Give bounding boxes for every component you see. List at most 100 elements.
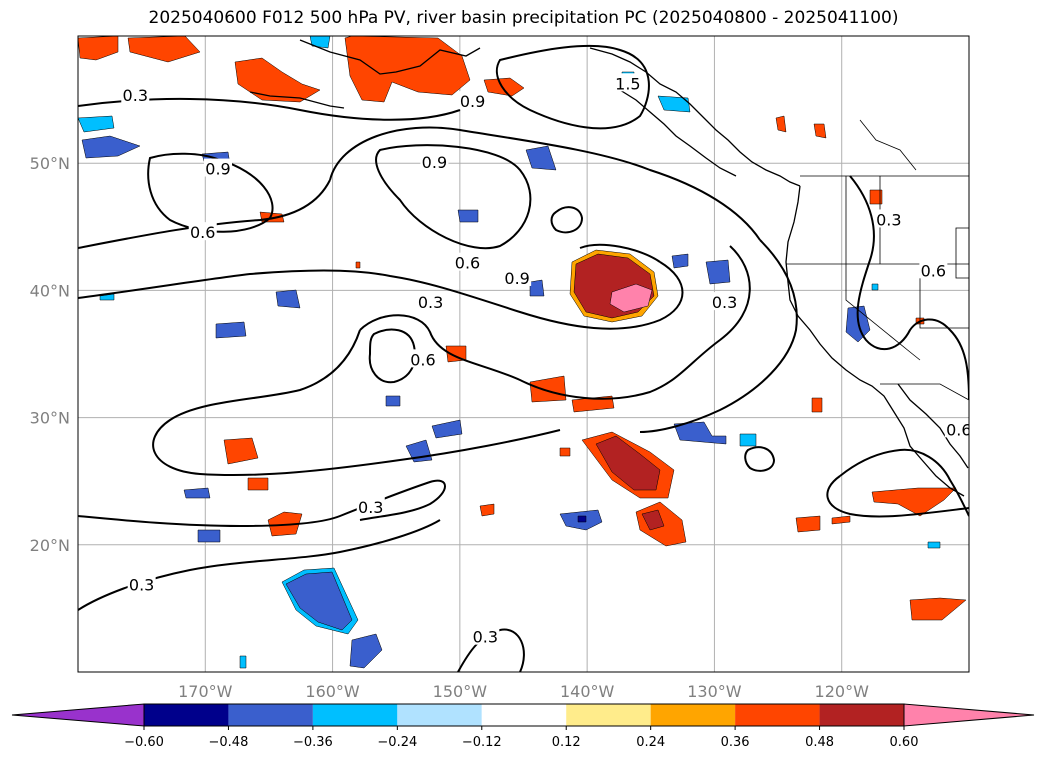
contour-label-bg: [471, 626, 500, 645]
colorbar-tick-label: −0.60: [124, 735, 164, 750]
positive-patch: [871, 487, 957, 517]
colorbar-tick-label: 0.12: [552, 735, 581, 750]
lon-label: 170°W: [178, 682, 233, 701]
positive-patch: [234, 57, 321, 103]
contour-label: 0.9: [460, 92, 485, 111]
positive-patch: [479, 503, 495, 517]
contour-label-bg: [613, 73, 642, 92]
contour-label: 0.9: [422, 153, 447, 172]
negative-patch: [871, 283, 879, 291]
map-frame: [77, 35, 970, 673]
colorbar-tick-label: −0.24: [377, 735, 417, 750]
longitude-labels: 170°W 160°W 150°W 140°W 130°W 120°W: [178, 682, 869, 701]
contour-label: 0.3: [473, 628, 498, 647]
lon-label: 130°W: [687, 682, 742, 701]
colorbar-extend-low: [11, 703, 145, 727]
lat-label: 20°N: [30, 536, 70, 555]
contour-label-bg: [503, 267, 532, 286]
pv-contours: [78, 44, 969, 672]
lon-label: 140°W: [560, 682, 615, 701]
contour-label: 0.3: [129, 576, 154, 595]
contour-label: 0.6: [190, 223, 215, 242]
negative-patch: [657, 95, 691, 113]
colorbar-tick-label: −0.12: [462, 735, 502, 750]
negative-patch: [78, 115, 115, 133]
lon-label: 120°W: [815, 682, 870, 701]
map-title: 2025040600 F012 500 hPa PV, river basin …: [148, 8, 899, 28]
positive-patch: [571, 395, 615, 413]
negative-patch: [385, 395, 401, 407]
negative-patch: [671, 253, 689, 269]
colorbar-tick-label: −0.36: [293, 735, 333, 750]
positive-patch: [775, 115, 787, 133]
contour-label: 0.3: [712, 293, 737, 312]
colorbar-tick-label: 0.36: [721, 735, 750, 750]
negative-patch: [739, 433, 757, 447]
positive-patch: [559, 447, 571, 457]
colorbar-segment: [228, 704, 313, 726]
positive-patch: [813, 123, 827, 139]
lat-label: 30°N: [30, 409, 70, 428]
colorbar-tick-label: 0.24: [636, 735, 665, 750]
positive-patch: [529, 375, 567, 403]
negative-patch: [197, 529, 221, 543]
negative-patch: [183, 487, 211, 499]
positive-patch: [483, 77, 525, 97]
lat-label: 50°N: [30, 154, 70, 173]
negative-patch: [81, 135, 141, 159]
colorbar-tick-labels: −0.60 −0.48 −0.36 −0.24 −0.12 0.12 0.24 0.36 0.4…: [124, 726, 918, 750]
contour-label-bg: [121, 84, 150, 103]
negative-patch: [239, 655, 247, 669]
contour-label: 0.3: [358, 498, 383, 517]
negative-patch: [285, 571, 353, 631]
colorbar-tick-label: 0.60: [890, 735, 919, 750]
contour-label-bg: [420, 152, 449, 171]
positive-patch: [869, 189, 883, 205]
lon-label: 150°W: [433, 682, 488, 701]
contour-label: 1.5: [615, 74, 640, 93]
contour-label-bg: [874, 209, 903, 228]
contour-label-bg: [710, 292, 739, 311]
colorbar-segment: [650, 704, 736, 726]
contour-label-bg: [356, 496, 385, 515]
positive-core: [595, 435, 661, 491]
negative-patch: [275, 289, 301, 309]
colorbar-tick-label: 0.48: [805, 735, 834, 750]
positive-patch: [831, 515, 851, 525]
negative-patch: [309, 36, 331, 49]
contour-labels: 0.3 0.9 0.9 0.9 1.5 0.6 0.6 0.9 0.3 0.3 0.3 0.6 0.6 0…: [121, 73, 969, 647]
contour-label: 0.6: [455, 254, 480, 273]
colorbar-tick-label: −0.48: [209, 735, 249, 750]
contour-label-bg: [416, 292, 445, 311]
colorbar-segment: [566, 704, 651, 726]
negative-patch: [673, 421, 727, 445]
contour-label: 0.3: [418, 293, 443, 312]
contour-label-bg: [127, 574, 156, 593]
positive-patch: [795, 515, 821, 533]
colorbar-segment: [481, 704, 567, 726]
contour-label-bg: [408, 349, 437, 368]
negative-patch: [457, 209, 479, 223]
coastlines: [249, 39, 969, 497]
positive-patch: [811, 397, 823, 413]
negative-patch: [529, 279, 545, 297]
negative-patch: [349, 633, 383, 669]
negative-core: [577, 515, 587, 523]
latitude-labels: 50°N 40°N 30°N 20°N: [30, 154, 70, 555]
positive-core: [641, 509, 665, 531]
colorbar-segment: [312, 704, 398, 726]
contour-label-bg: [458, 91, 487, 110]
precip-shading: [78, 36, 967, 669]
negative-patch: [927, 541, 941, 549]
contour-label-bg: [188, 222, 217, 241]
colorbar-segment: [819, 704, 904, 726]
positive-max: [609, 283, 653, 313]
contour-label: 0.9: [205, 160, 230, 179]
contour-label-bg: [944, 419, 969, 438]
lon-label: 160°W: [305, 682, 360, 701]
colorbar-extend-high: [903, 703, 1035, 727]
positive-patch: [909, 597, 967, 621]
negative-patch: [525, 145, 557, 171]
negative-patch: [705, 259, 731, 285]
